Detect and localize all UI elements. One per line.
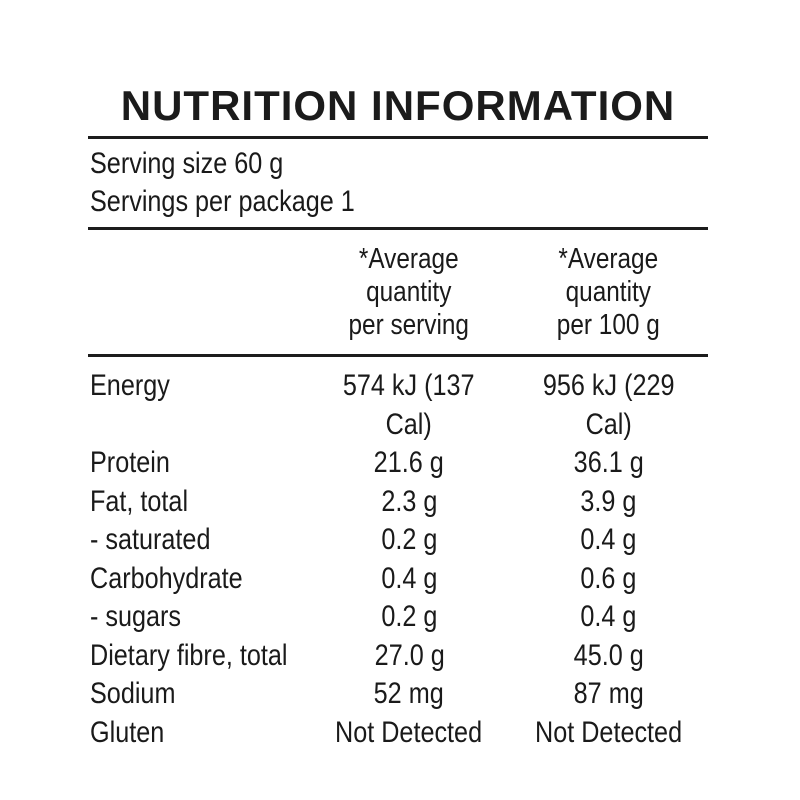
header-per-100g-cell: *Average quantity per 100 g <box>509 243 708 342</box>
per-serving-value: 0.2 g <box>380 523 438 556</box>
table-header-row: *Average quantity per serving *Average q… <box>88 230 708 354</box>
per-serving-cell: 21.6 g <box>309 444 508 483</box>
per-100g-cell: 45.0 g <box>509 637 708 676</box>
per-100g-cell: 0.6 g <box>509 560 708 599</box>
per-serving-cell: 574 kJ (137 Cal) <box>309 367 508 444</box>
per-serving-cell: 0.2 g <box>309 521 508 560</box>
table-row: Dietary fibre, total 27.0 g 45.0 g <box>88 637 708 676</box>
nutrient-label: Carbohydrate <box>90 561 243 595</box>
nutrient-label: - saturated <box>90 523 211 556</box>
nutrient-label: Dietary fibre, total <box>90 638 288 672</box>
per-100g-cell: 36.1 g <box>509 444 708 483</box>
per-100g-cell: 956 kJ (229 Cal) <box>509 367 708 444</box>
per-100g-cell: Not Detected <box>509 714 708 753</box>
per-serving-cell: 27.0 g <box>310 637 509 676</box>
per-100g-cell: 0.4 g <box>509 598 708 637</box>
table-row: Energy 574 kJ (137 Cal) 956 kJ (229 Cal) <box>88 367 708 444</box>
serving-info: Serving size 60 g Servings per package 1 <box>88 139 708 227</box>
header-per-serving-cell: *Average quantity per serving <box>309 243 508 342</box>
per-serving-value: 0.4 g <box>380 561 438 595</box>
nutrient-label: Protein <box>90 446 170 479</box>
nutrient-label-cell: Sodium <box>88 675 309 714</box>
table-row: Protein 21.6 g 36.1 g <box>88 444 708 483</box>
nutrient-label-cell: Protein <box>88 444 309 483</box>
serving-size-text: Serving size 60 g <box>90 147 284 180</box>
column-header-per-100g: *Average quantity per 100 g <box>556 243 660 341</box>
divider-under-title <box>88 136 708 139</box>
per-100g-value: 0.4 g <box>580 600 637 633</box>
divider-under-header <box>88 354 708 357</box>
nutrient-label: Fat, total <box>90 484 189 518</box>
servings-per-package-text: Servings per package 1 <box>90 185 355 218</box>
per-100g-value: 956 kJ (229 Cal) <box>542 369 675 441</box>
per-100g-value: 45.0 g <box>573 638 644 672</box>
table-row: Sodium 52 mg 87 mg <box>88 675 708 714</box>
per-serving-value: 0.2 g <box>380 600 438 633</box>
header-nutrient-column <box>88 243 309 342</box>
page-title: NUTRITION INFORMATION <box>120 82 676 129</box>
per-100g-value: 0.6 g <box>580 561 637 595</box>
nutrient-label-cell: Fat, total <box>88 483 309 522</box>
per-serving-cell: 2.3 g <box>309 483 508 522</box>
per-100g-value: 87 mg <box>573 677 644 710</box>
per-serving-value: 574 kJ (137 Cal) <box>343 369 475 441</box>
per-serving-cell: 52 mg <box>309 675 508 714</box>
per-serving-value: 2.3 g <box>380 484 438 518</box>
per-serving-value: 27.0 g <box>374 638 445 672</box>
per-serving-value: 21.6 g <box>373 446 445 479</box>
nutrient-label-cell: - sugars <box>88 598 309 637</box>
nutrient-label-cell: Carbohydrate <box>88 560 309 599</box>
per-serving-cell: 0.2 g <box>309 598 508 637</box>
nutrient-label: Sodium <box>90 677 176 710</box>
table-row: Gluten Not Detected Not Detected <box>88 714 708 753</box>
table-row: - sugars 0.2 g 0.4 g <box>88 598 708 637</box>
per-100g-value: 0.4 g <box>580 523 637 556</box>
per-serving-cell: 0.4 g <box>309 560 508 599</box>
nutrient-label-cell: Dietary fibre, total <box>88 637 310 676</box>
per-100g-value: 36.1 g <box>573 446 644 479</box>
per-100g-cell: 0.4 g <box>509 521 708 560</box>
nutrient-label-cell: Energy <box>88 367 309 444</box>
table-row: Fat, total 2.3 g 3.9 g <box>88 483 708 522</box>
per-serving-value: 52 mg <box>373 677 445 710</box>
per-100g-cell: 87 mg <box>509 675 708 714</box>
label-sheet: NUTRITION INFORMATION Serving size 60 g … <box>88 0 708 752</box>
column-header-per-serving: *Average quantity per serving <box>348 243 470 341</box>
per-serving-cell: Not Detected <box>309 714 508 753</box>
nutrient-label: Gluten <box>90 715 165 749</box>
divider-under-serving-info <box>88 227 708 230</box>
nutrient-label-cell: - saturated <box>88 521 309 560</box>
nutrient-label: - sugars <box>90 600 182 633</box>
table-row: Carbohydrate 0.4 g 0.6 g <box>88 560 708 599</box>
per-100g-value: 3.9 g <box>580 484 637 518</box>
nutrient-label: Energy <box>90 369 170 402</box>
per-100g-value: Not Detected <box>534 715 682 749</box>
per-serving-value: Not Detected <box>335 715 483 749</box>
per-100g-cell: 3.9 g <box>509 483 708 522</box>
nutrient-label-cell: Gluten <box>88 714 309 753</box>
table-row: - saturated 0.2 g 0.4 g <box>88 521 708 560</box>
table-body: Energy 574 kJ (137 Cal) 956 kJ (229 Cal)… <box>88 357 708 752</box>
